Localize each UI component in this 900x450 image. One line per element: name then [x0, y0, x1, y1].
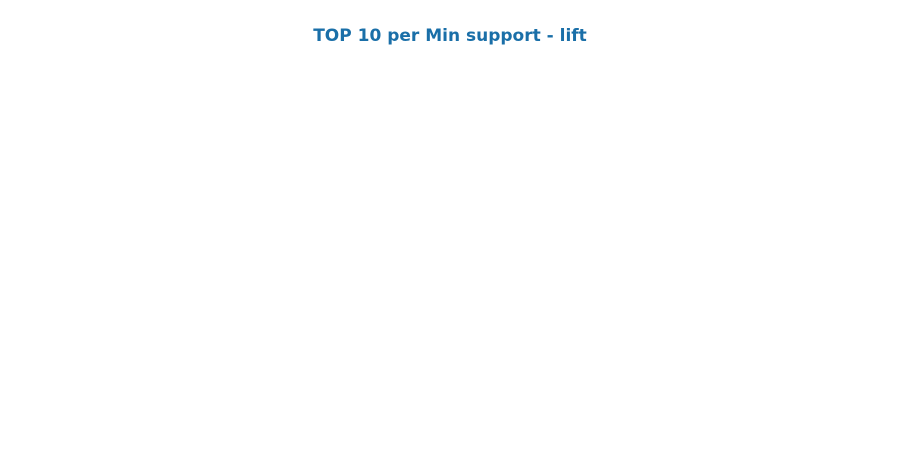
chart-title: TOP 10 per Min support - lift [313, 26, 587, 46]
plot-area [0, 60, 900, 450]
